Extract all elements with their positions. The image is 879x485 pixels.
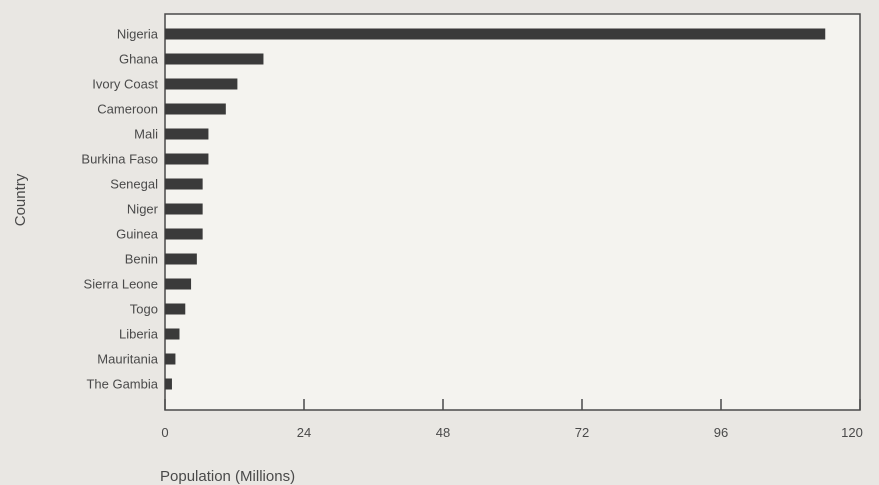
y-tick-label: Cameroon [97, 102, 158, 117]
bar-nigeria [165, 28, 826, 40]
y-tick-label: The Gambia [86, 377, 158, 392]
y-tick-label: Mali [134, 127, 158, 142]
bar-burkina-faso [165, 153, 209, 165]
bar-mauritania [165, 353, 176, 365]
x-axis-title: Population (Millions) [160, 468, 295, 485]
y-tick-label: Sierra Leone [84, 277, 158, 292]
x-tick-label: 24 [297, 425, 311, 440]
bar-mali [165, 128, 209, 140]
x-tick-label: 96 [714, 425, 728, 440]
y-tick-label: Burkina Faso [81, 152, 158, 167]
bar-benin [165, 253, 197, 265]
bar-senegal [165, 178, 203, 190]
y-tick-label: Liberia [119, 327, 159, 342]
bar-niger [165, 203, 203, 215]
y-tick-label: Niger [127, 202, 159, 217]
y-tick-label: Benin [125, 252, 158, 267]
bar-ghana [165, 53, 264, 65]
y-tick-label: Ivory Coast [92, 77, 158, 92]
x-tick-label: 48 [436, 425, 450, 440]
y-tick-label: Guinea [116, 227, 159, 242]
y-axis-title: Country [12, 173, 29, 226]
bar-togo [165, 303, 186, 315]
y-tick-label: Senegal [110, 177, 158, 192]
x-tick-label: 120 [841, 425, 863, 440]
y-tick-label: Togo [130, 302, 158, 317]
y-tick-label: Nigeria [117, 27, 159, 42]
bar-sierra-leone [165, 278, 192, 290]
bar-ivory-coast [165, 78, 238, 90]
bar-the-gambia [165, 378, 172, 390]
bar-liberia [165, 328, 180, 340]
x-tick-label: 72 [575, 425, 589, 440]
x-tick-label: 0 [161, 425, 168, 440]
bar-guinea [165, 228, 203, 240]
y-tick-label: Mauritania [97, 352, 158, 367]
y-tick-label: Ghana [119, 52, 159, 67]
bar-cameroon [165, 103, 226, 115]
plot-area [164, 13, 861, 411]
